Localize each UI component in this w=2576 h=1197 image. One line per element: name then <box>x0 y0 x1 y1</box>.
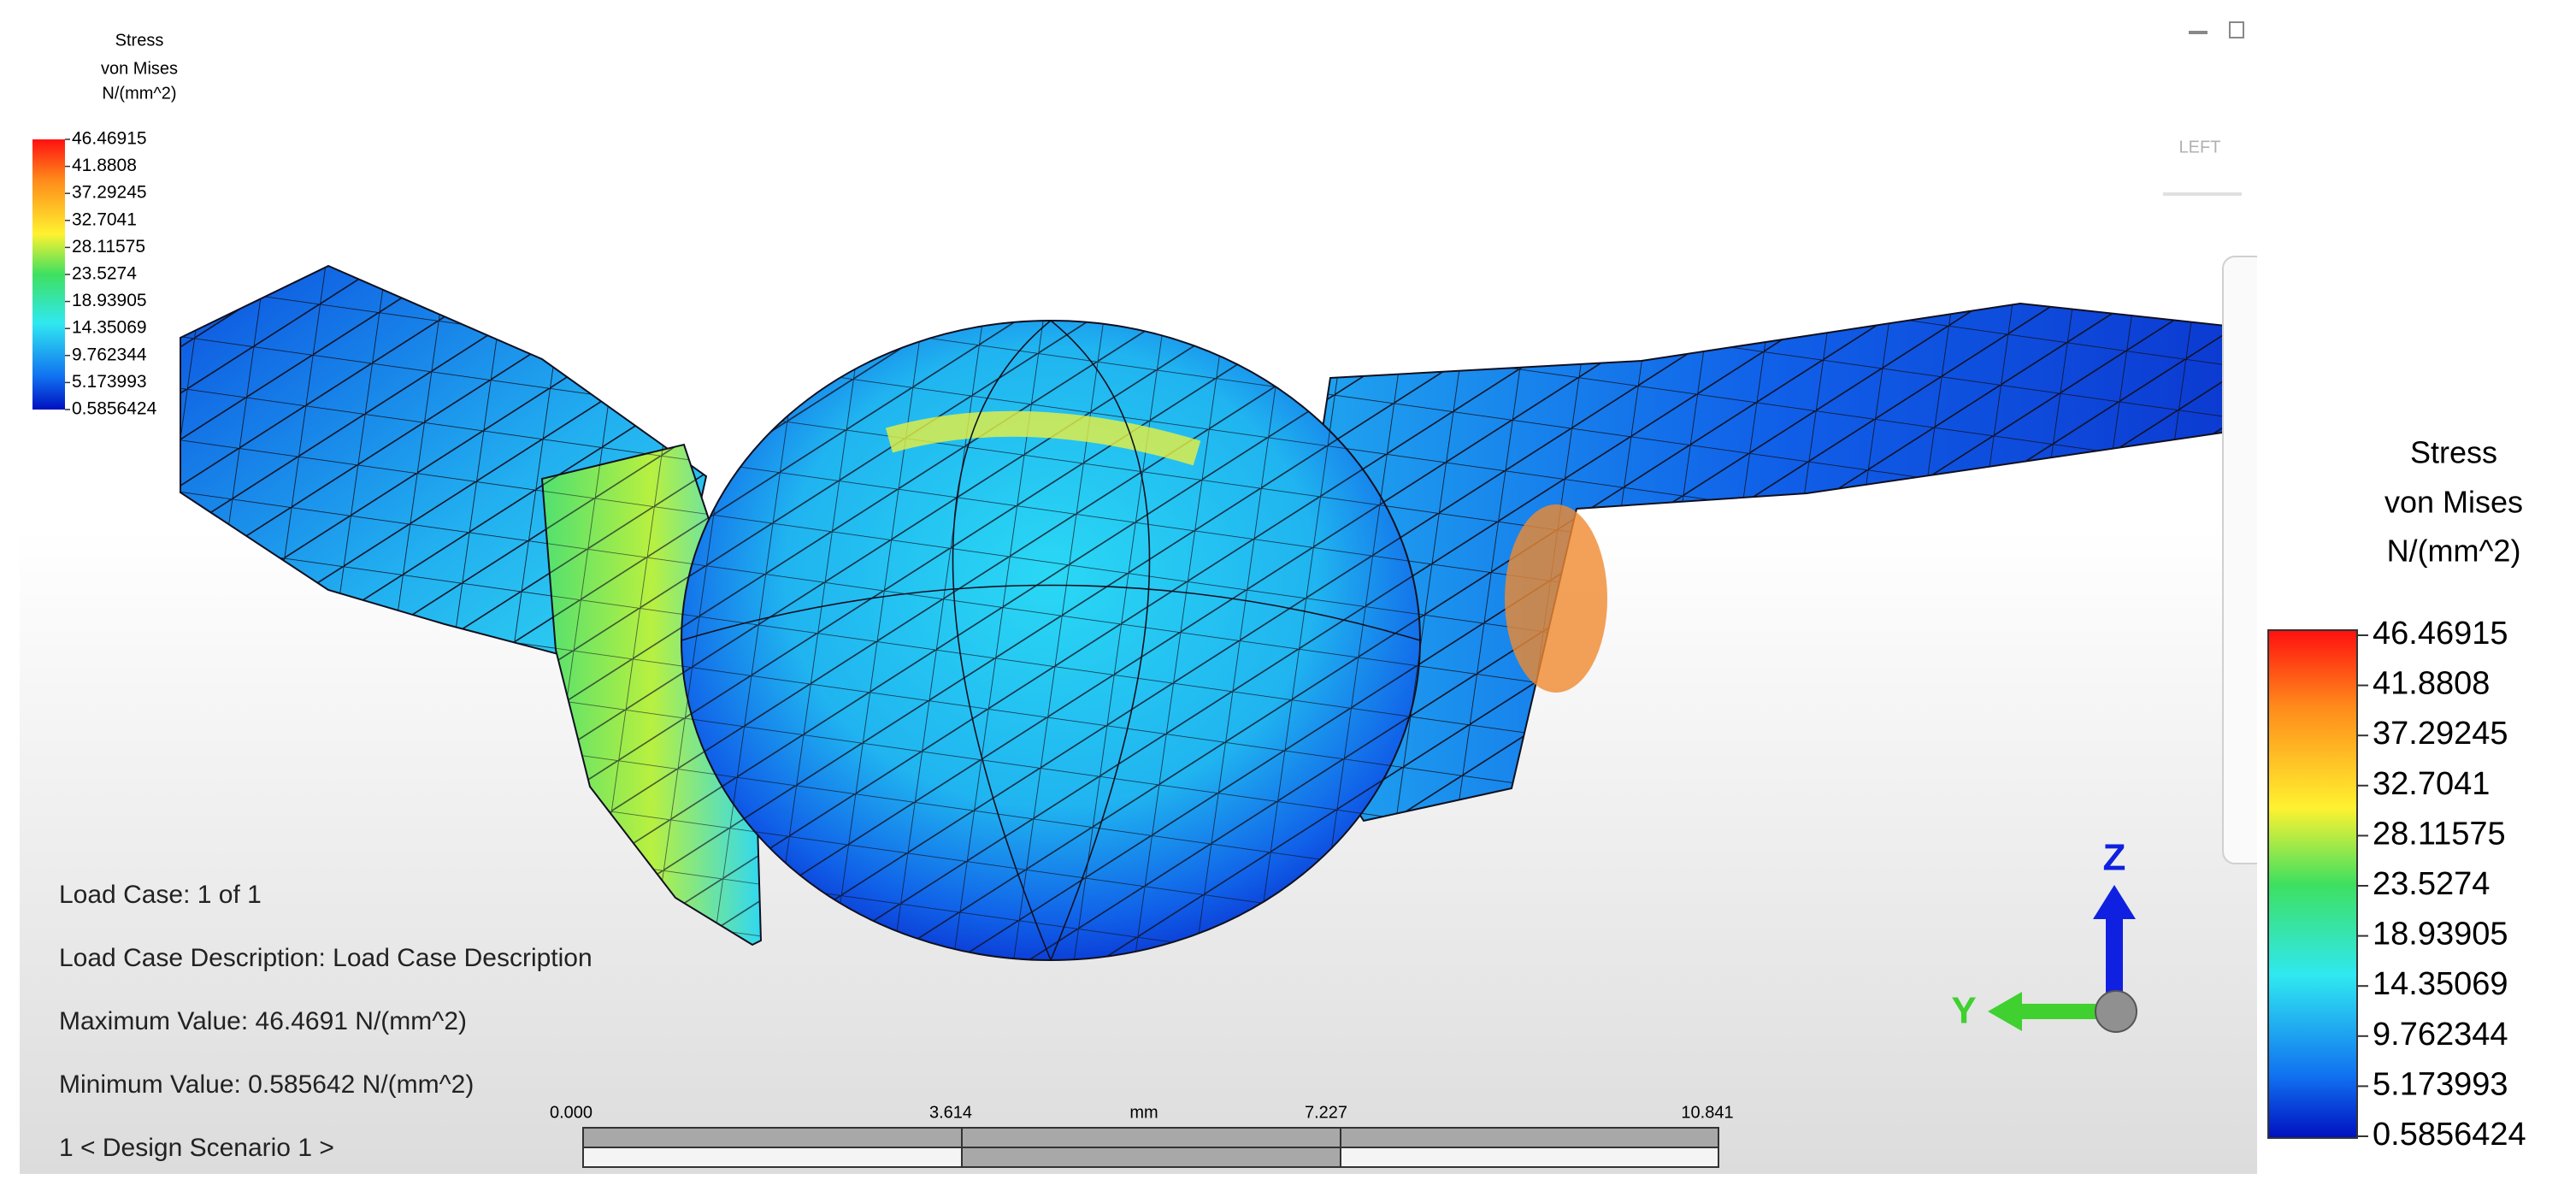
legend-label: 23.5274 <box>2373 866 2490 902</box>
info-text: 1 < Design Scenario 1 > <box>59 1134 334 1162</box>
legend-label: 0.5856424 <box>72 399 157 419</box>
info-text: Load Case: 1 of 1 <box>59 881 262 909</box>
legend-title: Stress <box>2410 435 2497 470</box>
model <box>180 264 2258 961</box>
axis-label-z: Z <box>2103 837 2126 879</box>
legend-label: 14.35069 <box>72 318 147 338</box>
legend-label: 18.93905 <box>2373 917 2508 952</box>
legend-title: Stress <box>115 31 164 50</box>
scale-tick-label: 0.000 <box>550 1103 592 1122</box>
legend-title: von Mises <box>101 59 178 78</box>
legend-label: 37.29245 <box>2373 716 2508 752</box>
color-bar <box>2267 629 2358 1139</box>
legend-title: N/(mm^2) <box>2387 534 2521 569</box>
scale-tick-label: 10.841 <box>1681 1103 1733 1122</box>
axis-triad: Z Y <box>1951 837 2137 1033</box>
legend-label: 5.173993 <box>72 372 147 392</box>
legend-label: 9.762344 <box>2373 1017 2508 1053</box>
scale-tick-label: 3.614 <box>929 1103 972 1122</box>
legend-label: 23.5274 <box>72 264 137 284</box>
legend-label: 46.46915 <box>72 129 147 149</box>
legend-label: 0.5856424 <box>2373 1117 2526 1153</box>
legend-label: 9.762344 <box>72 345 147 364</box>
scale-bar: mm 0.000 3.614 7.227 10.841 <box>550 1103 1734 1168</box>
legend-label: 14.35069 <box>2373 966 2508 1002</box>
scale-unit: mm <box>1129 1103 1158 1122</box>
legend-label: 28.11575 <box>72 237 145 256</box>
info-text: Minimum Value: 0.585642 N/(mm^2) <box>59 1070 474 1099</box>
legend-label: 32.7041 <box>2373 766 2490 802</box>
info-text: Load Case Description: Load Case Descrip… <box>59 944 592 972</box>
legend-label: 18.93905 <box>72 291 147 310</box>
legend-label: 41.8808 <box>2373 666 2490 702</box>
legend-large: Stress von Mises N/(mm^2) 46.46915 41.880… <box>2257 0 2576 1197</box>
legend-label: 32.7041 <box>72 209 137 229</box>
view-cube[interactable] <box>2163 192 2242 196</box>
color-bar <box>32 139 65 410</box>
scale-tick-label: 7.227 <box>1305 1103 1347 1122</box>
legend-label: 46.46915 <box>2373 616 2508 652</box>
axis-label-y: Y <box>1951 990 1976 1032</box>
legend-small: Stress von Mises N/(mm^2) 46.46915 41.880… <box>32 31 178 419</box>
legend-label: 37.29245 <box>72 183 147 203</box>
minimize-icon[interactable] <box>2189 31 2208 34</box>
legend-label: 5.173993 <box>2373 1066 2508 1102</box>
restore-icon[interactable] <box>2229 21 2244 38</box>
legend-label: 41.8808 <box>72 156 137 175</box>
legend-label: 28.11575 <box>2373 816 2506 852</box>
legend-title: von Mises <box>2384 485 2523 520</box>
info-text: Maximum Value: 46.4691 N/(mm^2) <box>59 1007 467 1035</box>
legend-title: N/(mm^2) <box>102 84 176 103</box>
view-cube-label[interactable]: LEFT <box>2179 138 2221 156</box>
info-panel: Load Case: 1 of 1 Load Case Description: … <box>59 881 592 1162</box>
